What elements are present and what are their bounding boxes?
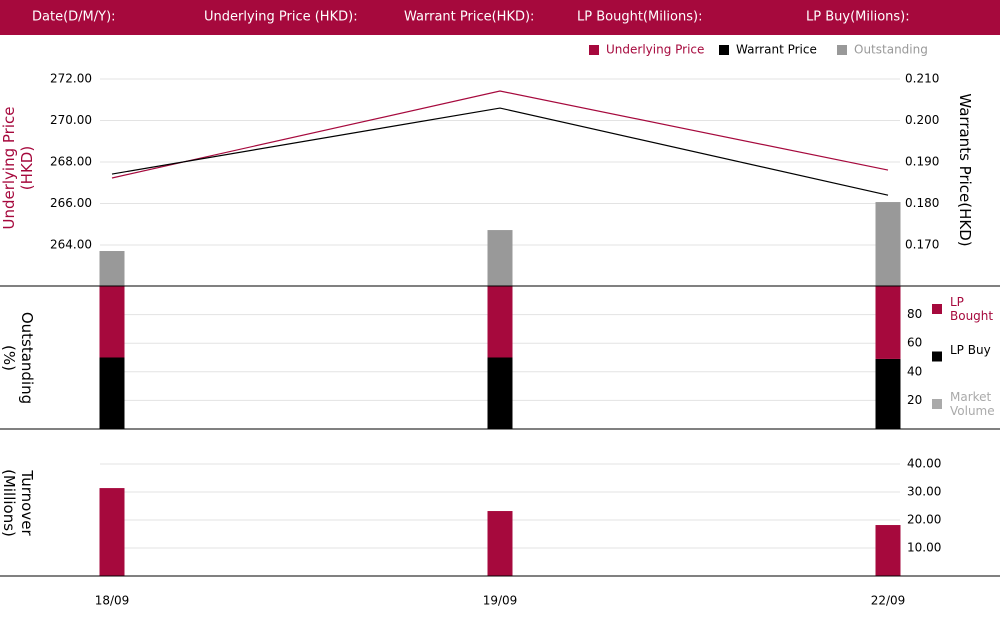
legend-swatch bbox=[837, 45, 847, 55]
bar-segment bbox=[99, 357, 125, 429]
tick-label: 0.180 bbox=[905, 196, 939, 210]
tick-label: 80 bbox=[907, 307, 922, 321]
bar bbox=[875, 202, 901, 287]
legend-swatch bbox=[589, 45, 599, 55]
tick-label: 264.00 bbox=[50, 238, 92, 252]
bar-segment bbox=[875, 286, 901, 359]
tick-label: 0.170 bbox=[905, 238, 939, 252]
bar bbox=[487, 511, 513, 576]
bar bbox=[875, 525, 901, 576]
tick-label: 60 bbox=[907, 336, 922, 350]
bar bbox=[99, 251, 125, 287]
tick-label: 30.00 bbox=[907, 485, 941, 499]
header-label: Warrant Price(HKD): bbox=[404, 10, 534, 25]
tick-label: 266.00 bbox=[50, 196, 92, 210]
axis-title: Outstanding (%) bbox=[0, 311, 36, 405]
bar-segment bbox=[875, 358, 901, 429]
tick-label: 270.00 bbox=[50, 113, 92, 127]
header-label: LP Buy(Milions): bbox=[806, 10, 910, 25]
axis-title: Turnover (Millions) bbox=[0, 469, 36, 537]
tick-label: 0.200 bbox=[905, 113, 939, 127]
legend-label: Underlying Price bbox=[606, 43, 704, 57]
bar bbox=[487, 230, 513, 287]
tick-label: 272.00 bbox=[50, 72, 92, 86]
tick-label: 40 bbox=[907, 364, 922, 378]
tick-label: 40.00 bbox=[907, 457, 941, 471]
legend-label: Outstanding bbox=[854, 43, 928, 57]
tick-label: 10.00 bbox=[907, 541, 941, 555]
legend-label: Warrant Price bbox=[736, 43, 817, 57]
line bbox=[111, 107, 889, 196]
bar bbox=[99, 488, 125, 576]
axis-title: Underlying Price (HKD) bbox=[0, 106, 36, 230]
legend-swatch bbox=[932, 399, 942, 409]
x-tick-label: 22/09 bbox=[871, 594, 906, 608]
bar-segment bbox=[487, 357, 513, 429]
legend-swatch bbox=[932, 304, 942, 314]
legend-swatch bbox=[719, 45, 729, 55]
x-tick-label: 18/09 bbox=[95, 594, 130, 608]
x-tick-label: 19/09 bbox=[483, 594, 518, 608]
tick-label: 20.00 bbox=[907, 513, 941, 527]
legend-label: Market Volume bbox=[950, 390, 995, 418]
tick-label: 20 bbox=[907, 393, 922, 407]
header-label: LP Bought(Milions): bbox=[577, 10, 702, 25]
axis-title: Warrants Price(HKD) bbox=[956, 93, 974, 247]
line bbox=[111, 90, 889, 179]
legend-label: LP Bought bbox=[950, 295, 994, 323]
legend-label: LP Buy bbox=[950, 342, 991, 357]
tick-label: 0.190 bbox=[905, 155, 939, 169]
tick-label: 0.210 bbox=[905, 72, 939, 86]
tick-label: 268.00 bbox=[50, 155, 92, 169]
bar-segment bbox=[487, 286, 513, 358]
header-label: Underlying Price (HKD): bbox=[204, 10, 358, 25]
header-bar bbox=[0, 0, 1000, 35]
legend-swatch bbox=[932, 351, 942, 362]
bar-segment bbox=[99, 286, 125, 358]
header-label: Date(D/M/Y): bbox=[32, 10, 116, 25]
